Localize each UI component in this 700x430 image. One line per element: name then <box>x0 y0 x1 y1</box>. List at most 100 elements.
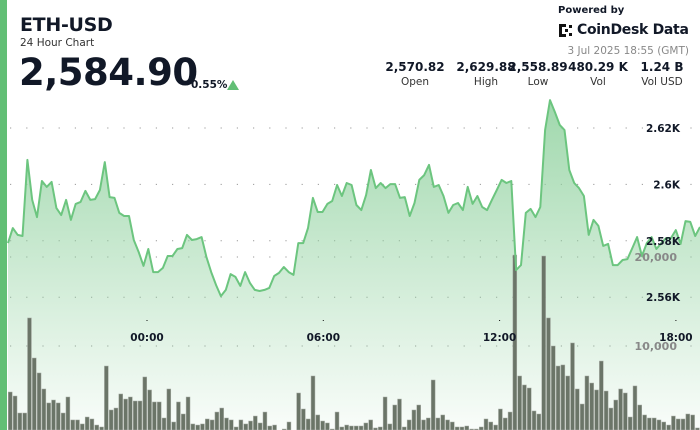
volume-bar <box>84 416 90 430</box>
volume-bar <box>27 317 32 430</box>
volume-bar <box>195 424 200 430</box>
powered-by-label: Powered by <box>558 5 625 16</box>
volume-bar <box>642 414 647 430</box>
stat-low: 2,558.89 Low <box>503 60 573 88</box>
symbol-title: ETH-USD <box>20 14 113 36</box>
volume-bar <box>575 388 580 430</box>
volume-bar <box>142 376 148 430</box>
volume-bar <box>651 417 657 430</box>
volume-bar <box>613 399 618 430</box>
volume-bar <box>656 419 662 430</box>
volume-bar <box>205 418 210 430</box>
time-tick-label: 18:00 <box>659 332 692 344</box>
volume-bar <box>272 424 277 430</box>
volume-bar <box>176 401 181 430</box>
time-tick-label: 00:00 <box>130 332 163 344</box>
volume-bar <box>132 400 138 430</box>
volume-bar <box>522 384 527 430</box>
volume-bar <box>147 389 152 430</box>
stat-vol: 480.29 K Vol <box>563 60 633 88</box>
volume-bar <box>541 255 546 430</box>
coindesk-logo: CoinDesk Data <box>558 22 689 38</box>
volume-bar <box>647 417 652 430</box>
volume-bar <box>680 418 686 430</box>
volume-bar <box>214 411 220 430</box>
price-line <box>7 99 700 298</box>
chart-subtitle: 24 Hour Chart <box>20 37 95 49</box>
volume-bar <box>517 375 522 430</box>
volume-bar <box>185 396 191 430</box>
volume-bar <box>128 396 133 430</box>
stat-label: Vol <box>590 76 606 88</box>
volume-bar <box>161 417 167 430</box>
volume-bar <box>224 417 229 430</box>
price-area <box>8 100 700 430</box>
volume-bar <box>685 413 691 430</box>
volume-bar <box>344 424 349 430</box>
volume-bar <box>618 388 623 430</box>
volume-bar <box>555 365 561 430</box>
price-tick-label: 2.58K <box>646 236 681 248</box>
volume-bar <box>104 365 109 430</box>
volume-bar <box>493 424 498 430</box>
accent-bar <box>0 0 7 430</box>
volume-bar <box>435 417 441 430</box>
volume-bar <box>498 408 503 430</box>
volume-bar <box>22 412 27 430</box>
volume-bar <box>676 418 681 430</box>
volume-bar <box>368 419 373 430</box>
volume-bar <box>80 423 85 430</box>
volume-bar <box>166 388 172 430</box>
stat-label: Vol USD <box>641 76 683 88</box>
time-tick-label: 12:00 <box>483 332 516 344</box>
volume-bar <box>536 413 542 430</box>
volume-bar <box>661 421 667 430</box>
volume-bar <box>248 420 253 430</box>
volume-bar <box>603 390 609 430</box>
volume-bar <box>32 357 37 430</box>
volume-bar <box>46 402 51 430</box>
volume-bar <box>632 385 638 430</box>
volume-bar <box>392 404 397 430</box>
volume-bar <box>310 375 316 430</box>
volume-bar <box>666 424 671 430</box>
volume-bar <box>411 409 417 430</box>
volume-bar <box>8 391 13 430</box>
volume-bar <box>286 421 292 430</box>
volume-bar <box>181 413 186 430</box>
volume-bar <box>137 400 143 430</box>
volume-bar <box>296 392 301 430</box>
volume-bar <box>594 389 599 430</box>
volume-bar <box>113 407 119 430</box>
volume-bar <box>507 411 513 430</box>
volume-bar <box>570 342 575 430</box>
volume-bar <box>623 392 628 430</box>
volume-bar <box>229 419 234 430</box>
up-arrow-icon <box>227 80 239 90</box>
volume-bar <box>209 419 215 430</box>
volume-bar <box>51 399 56 430</box>
current-price: 2,584.90 <box>19 51 198 94</box>
volume-bar <box>243 423 248 430</box>
volume-bar <box>690 414 695 430</box>
volume-bar <box>608 407 614 430</box>
stat-high: 2,629.88 High <box>451 60 521 88</box>
stat-value: 1.24 B <box>640 60 684 74</box>
time-tick-mark <box>322 320 324 321</box>
stat-label: Open <box>400 76 430 88</box>
brand-name: CoinDesk Data <box>577 22 689 38</box>
volume-bar <box>200 423 205 430</box>
volume-bar <box>349 425 354 430</box>
stat-value: 2,629.88 <box>456 60 516 74</box>
change-percent: 0.55% <box>191 79 228 91</box>
volume-bar <box>382 396 388 430</box>
volume-bar <box>123 398 128 430</box>
volume-bar <box>157 401 162 430</box>
volume-bar <box>171 421 176 430</box>
volume-bar <box>527 387 532 430</box>
volume-bar <box>627 416 633 430</box>
volume-bar <box>450 421 455 430</box>
volume-bar <box>152 401 157 430</box>
volume-bar <box>75 419 80 430</box>
volume-bar <box>551 345 556 430</box>
